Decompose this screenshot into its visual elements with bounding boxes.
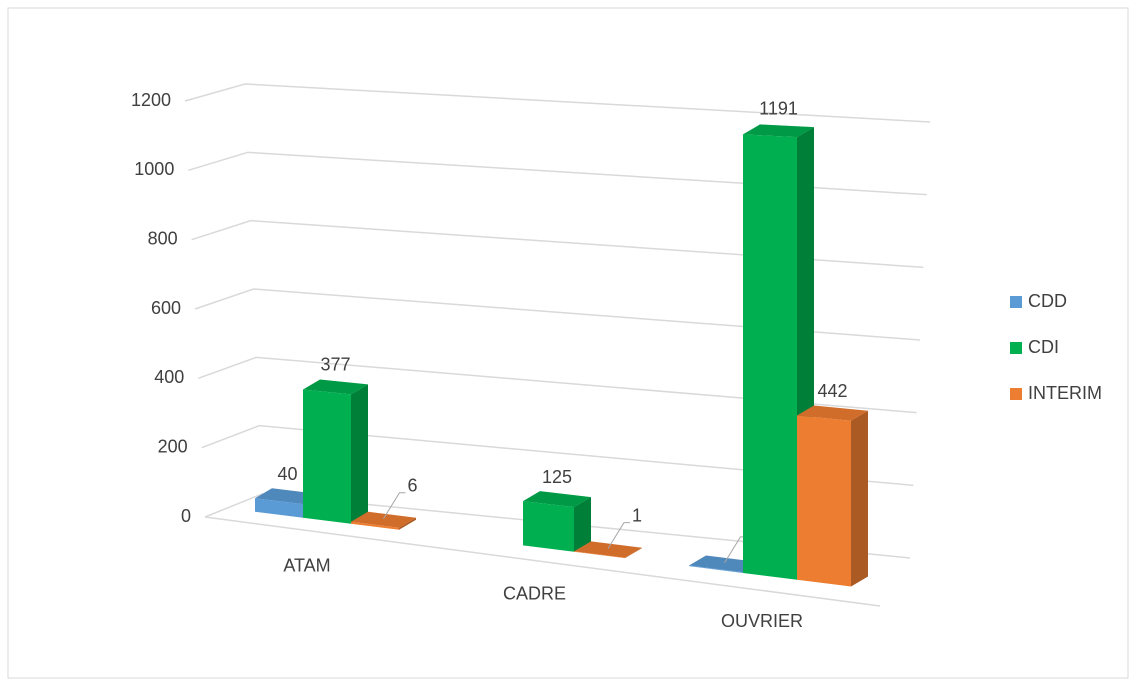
x-tick-label: CADRE [503, 583, 566, 603]
bar-top [574, 541, 642, 558]
chart-border [7, 7, 1129, 679]
bar-side [351, 384, 368, 524]
y-tick-label: 1200 [131, 90, 171, 110]
bar-side [574, 497, 591, 552]
bar [351, 521, 399, 530]
label-leader [607, 522, 630, 549]
bar-top-shade [303, 379, 368, 395]
legend-label: INTERIM [1028, 383, 1102, 403]
grid-line [188, 151, 927, 196]
y-tick-label: 0 [181, 506, 191, 526]
legend-label: CDI [1028, 337, 1059, 357]
bar-side-shade [574, 497, 591, 552]
bar-top [743, 124, 814, 138]
bar-top [797, 405, 868, 421]
bar-side [851, 410, 868, 587]
data-label: 6 [408, 475, 418, 495]
y-tick-label: 400 [154, 367, 184, 387]
bar-side-shade [351, 384, 368, 524]
bar-top-shade [523, 491, 591, 508]
grid-line [191, 219, 924, 269]
bar-top [689, 555, 760, 573]
grid-line [184, 83, 931, 123]
bar-side-shade [625, 547, 642, 559]
grid-line [204, 493, 911, 559]
bar-top [351, 511, 416, 528]
bar-side-shade [851, 410, 868, 587]
bar-top [523, 491, 591, 508]
grid-line [198, 356, 917, 414]
bar-top-shade [689, 555, 760, 573]
grid-line [194, 288, 921, 341]
bar-side [399, 517, 416, 530]
bar [689, 565, 743, 573]
legend-swatch [1010, 296, 1022, 308]
bar-top [303, 379, 368, 395]
y-tick-label: 1000 [134, 159, 174, 179]
label-leader [383, 492, 406, 519]
bar-top-shade [574, 541, 642, 558]
bar-side [625, 547, 642, 559]
floor-edge [204, 516, 881, 607]
y-tick-label: 200 [158, 436, 188, 456]
bar [797, 415, 851, 587]
data-label: 1191 [759, 99, 798, 119]
bar [255, 498, 303, 518]
data-label: 125 [542, 467, 572, 487]
data-label: 1 [632, 505, 642, 525]
legend-swatch [1010, 342, 1022, 354]
bar-top-shade [797, 405, 868, 421]
bar-top-shade [743, 124, 814, 138]
data-label: 40 [277, 464, 297, 484]
x-tick-label: ATAM [283, 556, 330, 576]
legend-label: CDD [1028, 291, 1067, 311]
x-tick-label: OUVRIER [721, 611, 803, 631]
bar [743, 134, 797, 580]
bar [574, 551, 625, 559]
y-tick-label: 800 [148, 228, 178, 248]
legend-swatch [1010, 388, 1022, 400]
bar-side-shade [399, 517, 416, 530]
bar [523, 501, 574, 552]
bar [303, 389, 351, 524]
data-label: 377 [320, 355, 350, 375]
data-label: 442 [817, 381, 847, 401]
y-tick-label: 600 [151, 298, 181, 318]
bar-top-shade [351, 511, 416, 528]
grid-line [201, 424, 914, 487]
